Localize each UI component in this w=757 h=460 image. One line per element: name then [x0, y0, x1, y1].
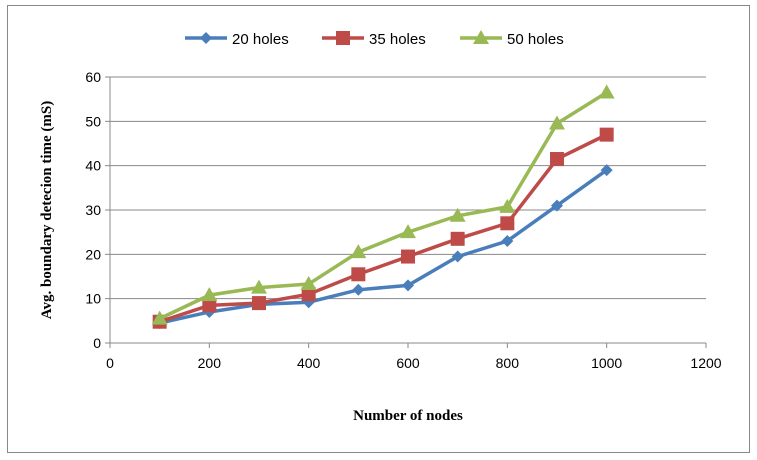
triangle-marker	[251, 279, 267, 294]
y-tick-label: 30	[85, 202, 101, 218]
series-line	[159, 133, 608, 324]
legend-label: 20 holes	[232, 31, 289, 48]
legend-label: 50 holes	[507, 31, 564, 48]
triangle-marker	[400, 224, 416, 239]
diamond-marker	[551, 199, 563, 212]
diamond-marker	[352, 283, 365, 296]
triangle-marker	[473, 30, 489, 44]
triangle-marker	[350, 244, 367, 259]
triangle-marker	[300, 276, 317, 291]
y-tick-label: 60	[85, 69, 101, 85]
x-tick-label: 1200	[690, 355, 721, 371]
square-marker	[301, 287, 316, 302]
square-marker	[401, 249, 415, 264]
triangle-marker	[598, 84, 615, 99]
diamond-marker	[501, 235, 514, 248]
x-tick-label: 0	[106, 355, 114, 371]
x-tick-label: 400	[297, 355, 321, 371]
y-tick-label: 0	[93, 335, 101, 351]
y-tick-label: 50	[85, 113, 101, 129]
diamond-marker	[402, 279, 414, 292]
series-line	[158, 91, 608, 321]
y-tick-label: 40	[85, 158, 101, 174]
square-marker	[351, 267, 366, 282]
square-marker	[336, 31, 350, 45]
triangle-marker	[499, 198, 516, 213]
y-tick-label: 20	[85, 246, 101, 262]
triangle-marker	[449, 207, 466, 222]
diamond-marker	[451, 250, 464, 263]
square-marker	[450, 231, 465, 246]
legend-label: 35 holes	[369, 31, 426, 48]
y-axis-label: Avg. boundary detecion time (mS)	[39, 101, 55, 319]
x-axis-label: Number of nodes	[353, 408, 463, 424]
square-marker	[202, 298, 217, 313]
triangle-marker	[549, 115, 565, 130]
x-tick-label: 1000	[591, 355, 622, 371]
y-tick-label: 10	[85, 291, 101, 307]
diamond-marker	[600, 164, 613, 177]
square-marker	[599, 127, 614, 142]
square-marker	[550, 152, 564, 167]
square-marker	[252, 296, 266, 311]
x-tick-label: 600	[396, 355, 420, 371]
triangle-marker	[201, 287, 218, 302]
triangle-marker	[151, 310, 168, 325]
chart-border	[7, 5, 750, 453]
x-tick-label: 200	[198, 355, 222, 371]
square-marker	[500, 216, 515, 231]
series-line	[159, 168, 608, 325]
diamond-marker	[200, 32, 212, 44]
x-tick-label: 800	[496, 355, 520, 371]
